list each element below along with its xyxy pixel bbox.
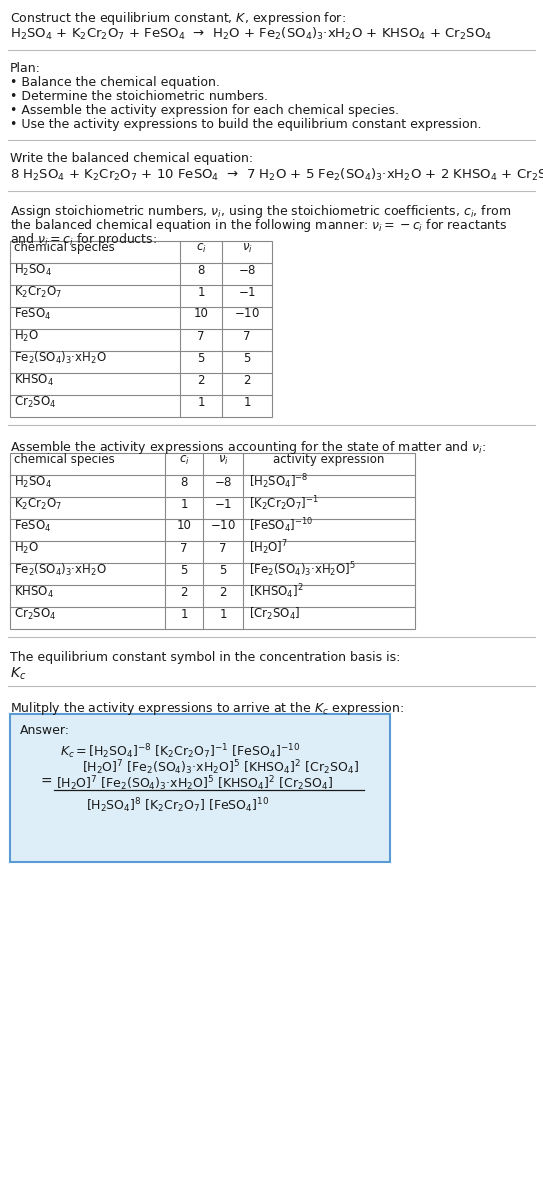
Text: $K_c = $[H$_2$SO$_4$]$^{-8}$ [K$_2$Cr$_2$O$_7$]$^{-1}$ [FeSO$_4$]$^{-10}$: $K_c = $[H$_2$SO$_4$]$^{-8}$ [K$_2$Cr$_2… (60, 742, 300, 761)
Text: chemical species: chemical species (14, 241, 115, 254)
Text: [K$_2$Cr$_2$O$_7$]$^{-1}$: [K$_2$Cr$_2$O$_7$]$^{-1}$ (249, 494, 319, 513)
Bar (10, 241, 272, 416)
Text: $-8$: $-8$ (238, 264, 256, 277)
Text: Answer:: Answer: (20, 724, 70, 737)
Text: $c_i$: $c_i$ (179, 453, 190, 466)
Text: [H$_2$O]$^7$: [H$_2$O]$^7$ (249, 538, 288, 557)
Text: H$_2$SO$_4$: H$_2$SO$_4$ (14, 263, 52, 278)
Text: 1: 1 (197, 285, 205, 298)
Text: 2: 2 (243, 374, 251, 387)
Text: [H$_2$SO$_4$]$^{-8}$: [H$_2$SO$_4$]$^{-8}$ (249, 473, 308, 491)
Text: 8: 8 (197, 264, 205, 277)
Text: Write the balanced chemical equation:: Write the balanced chemical equation: (10, 151, 253, 164)
Text: • Determine the stoichiometric numbers.: • Determine the stoichiometric numbers. (10, 90, 268, 103)
Bar (10, 715, 390, 862)
Text: Plan:: Plan: (10, 62, 41, 75)
Text: KHSO$_4$: KHSO$_4$ (14, 584, 54, 600)
Text: FeSO$_4$: FeSO$_4$ (14, 518, 52, 534)
Text: $-10$: $-10$ (210, 519, 236, 532)
Text: [Cr$_2$SO$_4$]: [Cr$_2$SO$_4$] (249, 606, 300, 622)
Text: 2: 2 (219, 586, 227, 599)
Text: KHSO$_4$: KHSO$_4$ (14, 373, 54, 388)
Text: 7: 7 (243, 330, 251, 343)
Text: 10: 10 (193, 308, 209, 321)
Text: Mulitply the activity expressions to arrive at the $K_c$ expression:: Mulitply the activity expressions to arr… (10, 700, 405, 717)
Text: [H$_2$SO$_4$]$^8$ [K$_2$Cr$_2$O$_7$] [FeSO$_4$]$^{10}$: [H$_2$SO$_4$]$^8$ [K$_2$Cr$_2$O$_7$] [Fe… (86, 796, 269, 815)
Text: chemical species: chemical species (14, 453, 115, 466)
Text: 2: 2 (180, 586, 188, 599)
Text: 5: 5 (219, 563, 226, 576)
Text: [H$_2$O]$^7$ [Fe$_2$(SO$_4$)$_3$·xH$_2$O]$^5$ [KHSO$_4$]$^2$ [Cr$_2$SO$_4$]: [H$_2$O]$^7$ [Fe$_2$(SO$_4$)$_3$·xH$_2$O… (56, 774, 333, 793)
Text: [H$_2$O]$^7$ [Fe$_2$(SO$_4$)$_3$·xH$_2$O]$^5$ [KHSO$_4$]$^2$ [Cr$_2$SO$_4$]: [H$_2$O]$^7$ [Fe$_2$(SO$_4$)$_3$·xH$_2$O… (82, 758, 359, 777)
Text: [FeSO$_4$]$^{-10}$: [FeSO$_4$]$^{-10}$ (249, 517, 313, 536)
Text: 2: 2 (197, 374, 205, 387)
Text: Cr$_2$SO$_4$: Cr$_2$SO$_4$ (14, 607, 56, 621)
Text: The equilibrium constant symbol in the concentration basis is:: The equilibrium constant symbol in the c… (10, 651, 400, 664)
Text: $-10$: $-10$ (234, 308, 260, 321)
Text: 5: 5 (243, 351, 251, 364)
Text: Construct the equilibrium constant, $K$, expression for:: Construct the equilibrium constant, $K$,… (10, 9, 346, 27)
Bar (10, 453, 415, 629)
Text: Assemble the activity expressions accounting for the state of matter and $\nu_i$: Assemble the activity expressions accoun… (10, 439, 487, 455)
Text: 1: 1 (197, 395, 205, 408)
Text: $\nu_i$: $\nu_i$ (218, 453, 229, 466)
Text: Fe$_2$(SO$_4$)$_3$·xH$_2$O: Fe$_2$(SO$_4$)$_3$·xH$_2$O (14, 350, 107, 366)
Text: the balanced chemical equation in the following manner: $\nu_i = -c_i$ for react: the balanced chemical equation in the fo… (10, 216, 508, 234)
Text: 7: 7 (197, 330, 205, 343)
Text: [KHSO$_4$]$^2$: [KHSO$_4$]$^2$ (249, 583, 304, 601)
Text: and $\nu_i = c_i$ for products:: and $\nu_i = c_i$ for products: (10, 231, 157, 248)
Text: 5: 5 (180, 563, 188, 576)
Text: activity expression: activity expression (273, 453, 384, 466)
Text: H$_2$SO$_4$: H$_2$SO$_4$ (14, 474, 52, 490)
Text: 1: 1 (180, 608, 188, 621)
Text: • Assemble the activity expression for each chemical species.: • Assemble the activity expression for e… (10, 104, 399, 117)
Text: 10: 10 (176, 519, 192, 532)
Text: Cr$_2$SO$_4$: Cr$_2$SO$_4$ (14, 394, 56, 409)
Text: K$_2$Cr$_2$O$_7$: K$_2$Cr$_2$O$_7$ (14, 284, 62, 299)
Text: 1: 1 (243, 395, 251, 408)
Text: • Use the activity expressions to build the equilibrium constant expression.: • Use the activity expressions to build … (10, 118, 482, 131)
Text: $-8$: $-8$ (214, 476, 232, 489)
Text: 1: 1 (219, 608, 227, 621)
Text: • Balance the chemical equation.: • Balance the chemical equation. (10, 76, 220, 89)
Text: FeSO$_4$: FeSO$_4$ (14, 306, 52, 322)
Text: H$_2$O: H$_2$O (14, 541, 39, 556)
Text: 8: 8 (180, 476, 188, 489)
Text: 7: 7 (219, 542, 227, 555)
Text: $\nu_i$: $\nu_i$ (242, 241, 252, 254)
Text: K$_2$Cr$_2$O$_7$: K$_2$Cr$_2$O$_7$ (14, 497, 62, 511)
Text: =: = (40, 775, 52, 789)
Text: Fe$_2$(SO$_4$)$_3$·xH$_2$O: Fe$_2$(SO$_4$)$_3$·xH$_2$O (14, 562, 107, 578)
Text: $c_i$: $c_i$ (195, 241, 206, 254)
Text: 7: 7 (180, 542, 188, 555)
Text: H$_2$O: H$_2$O (14, 329, 39, 343)
Text: [Fe$_2$(SO$_4$)$_3$·xH$_2$O]$^5$: [Fe$_2$(SO$_4$)$_3$·xH$_2$O]$^5$ (249, 561, 356, 580)
Text: 1: 1 (180, 498, 188, 511)
Text: $-1$: $-1$ (238, 285, 256, 298)
Text: H$_2$SO$_4$ + K$_2$Cr$_2$O$_7$ + FeSO$_4$  →  H$_2$O + Fe$_2$(SO$_4$)$_3$·xH$_2$: H$_2$SO$_4$ + K$_2$Cr$_2$O$_7$ + FeSO$_4… (10, 26, 492, 43)
Text: Assign stoichiometric numbers, $\nu_i$, using the stoichiometric coefficients, $: Assign stoichiometric numbers, $\nu_i$, … (10, 203, 511, 220)
Text: 5: 5 (197, 351, 205, 364)
Text: $K_c$: $K_c$ (10, 666, 26, 683)
Text: $-1$: $-1$ (214, 498, 232, 511)
Text: 8 H$_2$SO$_4$ + K$_2$Cr$_2$O$_7$ + 10 FeSO$_4$  →  7 H$_2$O + 5 Fe$_2$(SO$_4$)$_: 8 H$_2$SO$_4$ + K$_2$Cr$_2$O$_7$ + 10 Fe… (10, 167, 543, 183)
